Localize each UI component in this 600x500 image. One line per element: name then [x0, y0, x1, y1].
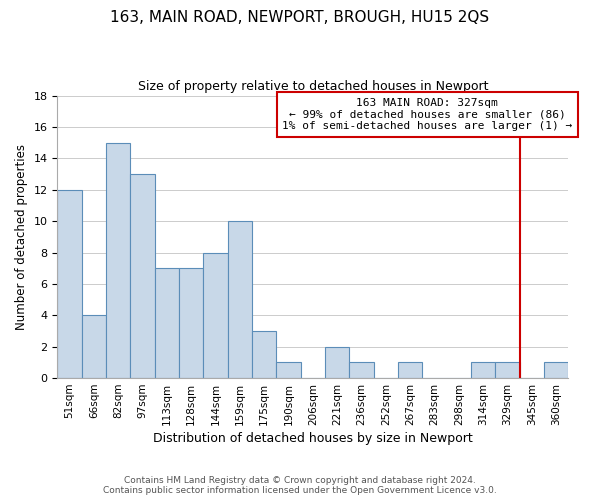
X-axis label: Distribution of detached houses by size in Newport: Distribution of detached houses by size … — [153, 432, 473, 445]
Bar — [155, 268, 179, 378]
Bar — [325, 346, 349, 378]
Bar — [106, 142, 130, 378]
Bar — [349, 362, 374, 378]
Y-axis label: Number of detached properties: Number of detached properties — [15, 144, 28, 330]
Text: 163 MAIN ROAD: 327sqm
← 99% of detached houses are smaller (86)
1% of semi-detac: 163 MAIN ROAD: 327sqm ← 99% of detached … — [282, 98, 572, 131]
Bar — [277, 362, 301, 378]
Bar — [471, 362, 496, 378]
Bar — [544, 362, 568, 378]
Bar — [252, 331, 277, 378]
Text: Contains HM Land Registry data © Crown copyright and database right 2024.
Contai: Contains HM Land Registry data © Crown c… — [103, 476, 497, 495]
Bar — [82, 316, 106, 378]
Bar — [496, 362, 520, 378]
Bar — [228, 221, 252, 378]
Bar — [179, 268, 203, 378]
Bar — [130, 174, 155, 378]
Bar — [398, 362, 422, 378]
Bar — [58, 190, 82, 378]
Bar — [203, 252, 228, 378]
Title: Size of property relative to detached houses in Newport: Size of property relative to detached ho… — [137, 80, 488, 93]
Text: 163, MAIN ROAD, NEWPORT, BROUGH, HU15 2QS: 163, MAIN ROAD, NEWPORT, BROUGH, HU15 2Q… — [110, 10, 490, 25]
